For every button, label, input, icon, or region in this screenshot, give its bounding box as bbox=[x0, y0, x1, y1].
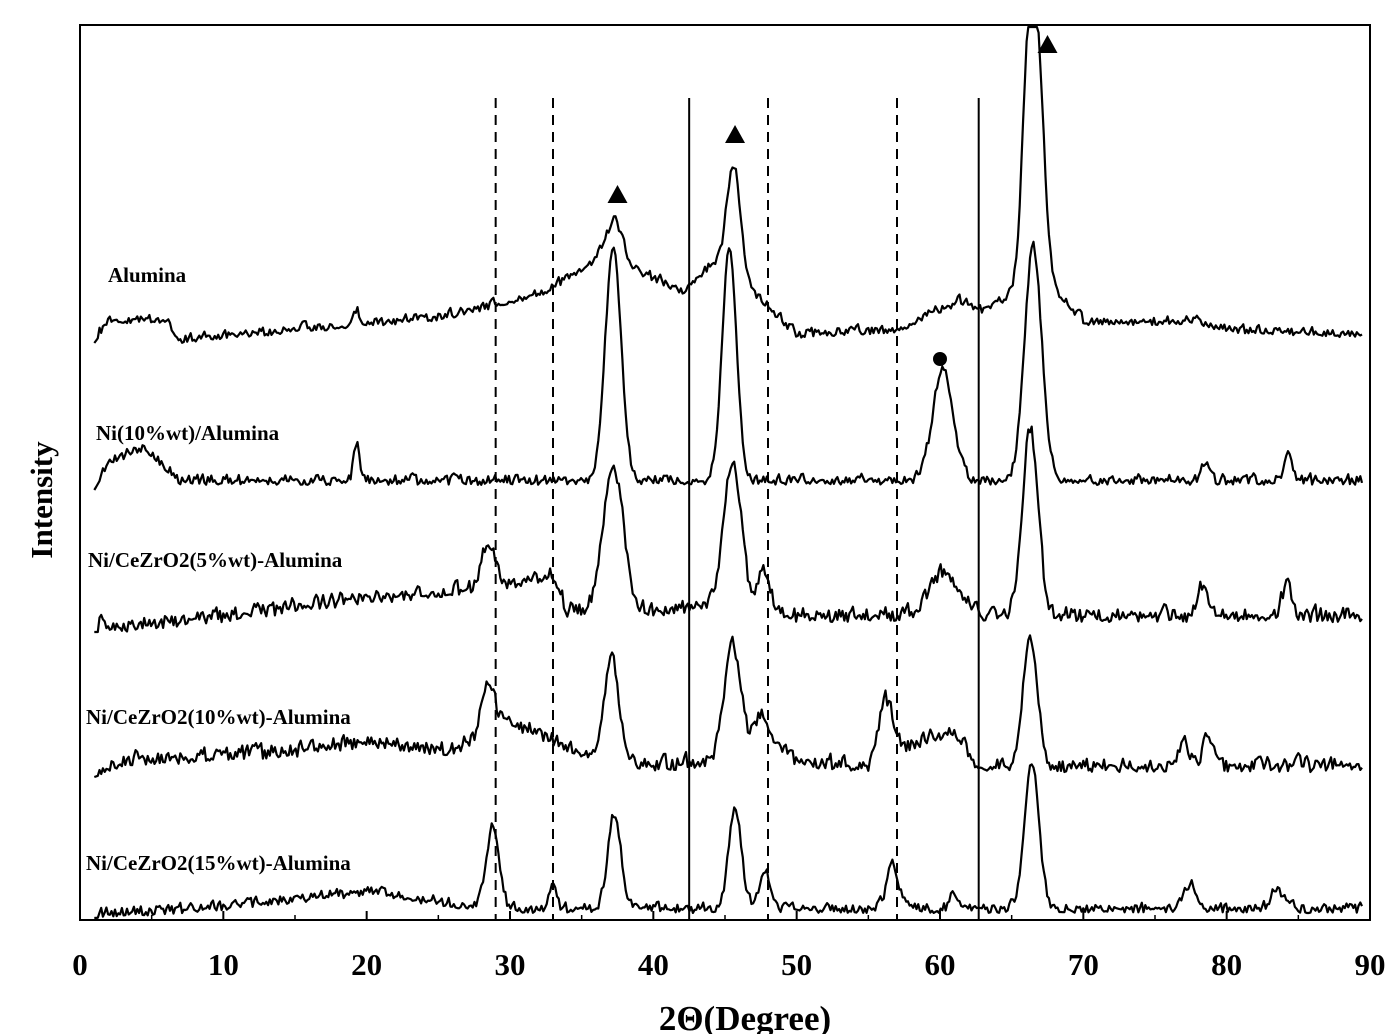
series-traces bbox=[93, 25, 1364, 920]
series-label: Alumina bbox=[108, 263, 187, 287]
x-tick-label: 20 bbox=[351, 947, 382, 982]
reference-lines bbox=[494, 98, 980, 920]
x-tick-label: 60 bbox=[925, 947, 956, 982]
triangle-peak-marker bbox=[725, 125, 746, 143]
triangle-peak-marker bbox=[1037, 35, 1058, 53]
series-label: Ni/CeZrO2(10%wt)-Alumina bbox=[86, 705, 351, 729]
x-tick-label: 40 bbox=[638, 947, 669, 982]
x-tick-label: 50 bbox=[781, 947, 812, 982]
x-axis-ticks: 0 10 20 30 40 50 60 70 80 90 bbox=[72, 911, 1386, 982]
plot-frame bbox=[79, 24, 1371, 921]
series-label: Ni/CeZrO2(5%wt)-Alumina bbox=[88, 548, 343, 572]
y-axis-title: Intensity bbox=[24, 441, 59, 559]
x-tick-label: 0 bbox=[72, 947, 88, 982]
series-label: Ni/CeZrO2(15%wt)-Alumina bbox=[86, 851, 351, 875]
x-tick-label: 80 bbox=[1211, 947, 1242, 982]
triangle-peak-marker bbox=[607, 185, 628, 203]
x-tick-label: 10 bbox=[208, 947, 239, 982]
peak-markers bbox=[607, 35, 1058, 366]
x-tick-label: 30 bbox=[495, 947, 526, 982]
series-trace bbox=[93, 240, 1364, 491]
x-tick-label: 90 bbox=[1355, 947, 1386, 982]
series-label: Ni(10%wt)/Alumina bbox=[96, 421, 280, 445]
x-axis-title: 2Θ(Degree) bbox=[659, 999, 831, 1034]
series-trace bbox=[94, 425, 1363, 634]
series-trace bbox=[93, 634, 1363, 779]
series-labels: Alumina Ni(10%wt)/Alumina Ni/CeZrO2(5%wt)-… bbox=[86, 263, 351, 875]
circle-peak-marker bbox=[933, 352, 947, 366]
x-tick-label: 70 bbox=[1068, 947, 1099, 982]
series-trace bbox=[93, 25, 1363, 344]
series-trace bbox=[94, 763, 1363, 920]
